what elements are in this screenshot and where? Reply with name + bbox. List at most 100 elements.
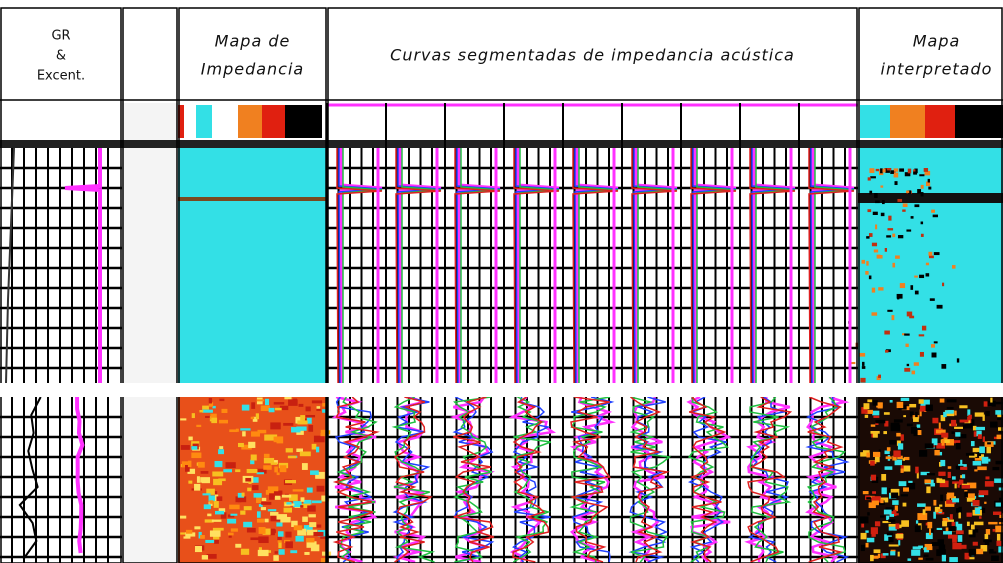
speckle: [273, 402, 285, 405]
speckle: [861, 523, 865, 528]
speckle: [263, 457, 275, 464]
speckle: [919, 174, 925, 177]
speckle: [313, 435, 325, 443]
speckle: [973, 528, 979, 533]
speckle: [301, 463, 308, 470]
color-scale: [890, 105, 925, 138]
impedance-curve: [811, 148, 855, 383]
speckle: [321, 495, 330, 502]
speckle: [925, 522, 928, 526]
speckle: [974, 457, 984, 461]
speckle: [890, 488, 900, 496]
speckle: [180, 418, 187, 421]
speckle: [277, 536, 282, 541]
speckle: [903, 487, 909, 492]
speckle: [882, 168, 886, 173]
impedance-curve: [454, 148, 501, 384]
speckle: [870, 474, 877, 481]
speckle: [230, 513, 238, 516]
speckle: [975, 426, 985, 431]
speckle: [886, 515, 890, 521]
speckle: [931, 352, 937, 358]
speckle: [859, 352, 866, 357]
speckle: [880, 212, 885, 217]
speckle: [954, 426, 963, 429]
speckle: [870, 176, 876, 179]
speckle: [997, 415, 1003, 421]
speckle: [908, 480, 913, 484]
speckle: [925, 532, 933, 540]
speckle: [199, 410, 204, 413]
impedance-curve: [747, 396, 793, 563]
speckle: [939, 504, 943, 507]
speckle: [920, 184, 924, 189]
speckle: [893, 450, 901, 458]
speckle: [878, 449, 881, 453]
speckle: [904, 367, 911, 372]
speckle: [877, 402, 883, 409]
speckle: [316, 406, 321, 410]
speckle: [919, 274, 925, 279]
impedance-curve: [752, 148, 796, 383]
speckle: [952, 536, 957, 543]
impedance-curve: [629, 396, 672, 563]
speckle: [987, 442, 991, 445]
speckle: [902, 333, 906, 336]
speckle: [283, 422, 294, 426]
speckle: [864, 414, 869, 418]
speckle: [890, 422, 900, 428]
speckle: [316, 524, 322, 528]
speckle: [940, 459, 946, 467]
speckle: [200, 477, 211, 483]
speckle: [251, 402, 256, 409]
speckle: [998, 546, 1003, 553]
speckle: [917, 429, 922, 436]
speckle: [919, 450, 928, 457]
speckle: [995, 460, 1003, 465]
speckle: [984, 533, 989, 540]
speckle: [316, 485, 325, 492]
speckle: [187, 468, 196, 474]
impedance-curve: [630, 396, 665, 563]
speckle: [868, 275, 872, 280]
column-title: Mapa: [913, 32, 961, 51]
speckle: [250, 459, 255, 465]
speckle: [897, 443, 904, 450]
speckle: [218, 419, 229, 424]
color-scale: [184, 105, 196, 138]
impedance-curve: [690, 148, 737, 384]
speckle: [933, 511, 936, 519]
speckle: [883, 509, 892, 515]
speckle: [276, 522, 283, 527]
speckle: [309, 522, 317, 528]
speckle: [300, 415, 306, 421]
speckle: [905, 482, 916, 490]
speckle: [919, 351, 924, 357]
speckle: [979, 446, 985, 454]
speckle: [952, 265, 956, 269]
speckle: [933, 341, 938, 344]
speckle: [935, 429, 946, 434]
speckle: [252, 416, 258, 422]
speckle: [974, 412, 984, 417]
speckle: [306, 487, 313, 493]
speckle: [965, 557, 975, 560]
impedance-curve: [634, 148, 678, 383]
speckle: [270, 512, 279, 516]
speckle: [300, 505, 304, 508]
speckle: [977, 452, 981, 457]
speckle: [285, 479, 296, 484]
speckle: [955, 465, 964, 470]
speckle: [872, 211, 878, 215]
speckle: [286, 502, 292, 505]
speckle: [872, 491, 877, 494]
speckle: [303, 499, 312, 505]
speckle: [929, 528, 934, 534]
impedance-curve: [331, 395, 378, 563]
speckle: [884, 247, 888, 252]
speckle: [917, 189, 922, 194]
speckle: [909, 315, 915, 319]
speckle: [920, 233, 924, 237]
speckle: [932, 417, 939, 424]
speckle: [871, 242, 878, 247]
